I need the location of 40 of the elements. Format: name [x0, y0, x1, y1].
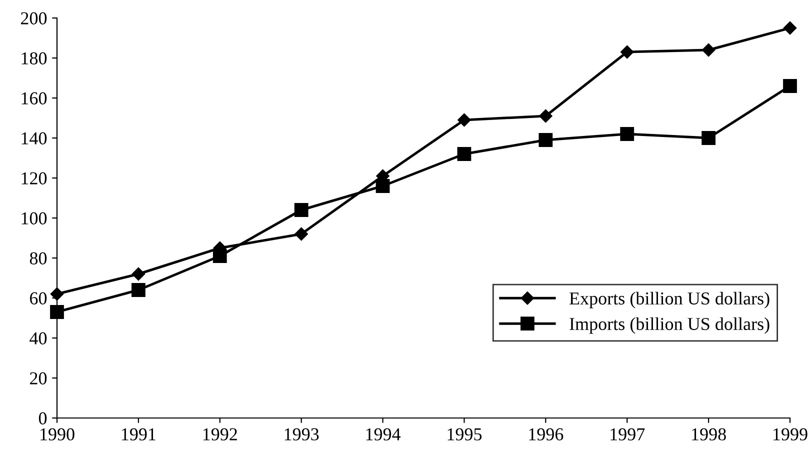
x-tick-label: 1995: [448, 428, 482, 440]
point: [620, 127, 634, 141]
point: [783, 79, 797, 93]
point: [457, 147, 472, 161]
y-tick-label: 0: [38, 412, 47, 424]
point: [50, 305, 64, 319]
point: [294, 227, 308, 241]
y-tick-label: 140: [22, 132, 47, 144]
point: [132, 283, 146, 297]
x-tick-label: 1991: [122, 428, 156, 440]
x-tick-label: 1993: [284, 428, 319, 440]
x-tick-label: 1999: [774, 428, 808, 440]
x-tick-label: 1990: [40, 428, 74, 440]
y-tick-label: 80: [30, 252, 47, 264]
y-tick-label: 200: [20, 12, 47, 24]
point: [294, 203, 308, 217]
y-tick-label: 180: [22, 52, 47, 64]
point: [132, 267, 146, 281]
point: [538, 133, 553, 147]
y-tick-label: 160: [22, 92, 47, 104]
legend-label: Exports (billion US dollars): [570, 292, 770, 308]
legend-label: Imports (billion US dollars): [570, 317, 770, 334]
x-tick-label: 1992: [203, 428, 237, 440]
point: [212, 249, 227, 263]
y-tick-label: 60: [30, 292, 47, 304]
y-tick-label: 100: [22, 212, 47, 224]
x-tick-label: 1998: [692, 428, 726, 440]
x-tick-label: 1996: [529, 428, 564, 440]
y-tick-label: 20: [30, 372, 47, 384]
point: [620, 45, 634, 59]
point: [783, 21, 797, 35]
point: [458, 113, 471, 127]
point: [702, 131, 716, 145]
x-tick-label: 1994: [366, 428, 401, 440]
point: [376, 179, 390, 193]
point: [702, 43, 716, 57]
y-tick-label: 40: [30, 332, 47, 344]
y-tick-label: 120: [22, 172, 47, 184]
x-tick-label: 1997: [610, 428, 645, 440]
point: [539, 109, 552, 123]
